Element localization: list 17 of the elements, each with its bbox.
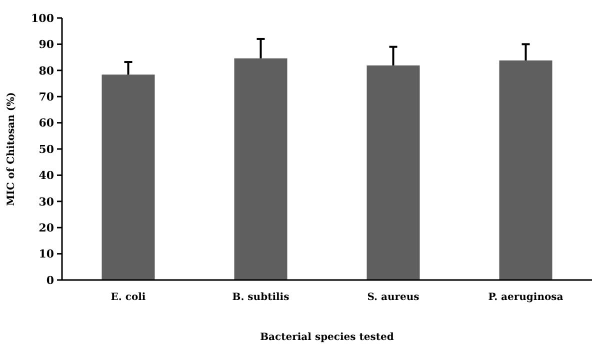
y-tick-label: 20 xyxy=(38,221,54,234)
y-axis-title: MIC of Chitosan (%) xyxy=(6,92,17,206)
x-tick-label: E. coli xyxy=(110,292,146,303)
x-tick-label: B. subtilis xyxy=(232,292,290,303)
x-axis-title: Bacterial species tested xyxy=(260,332,394,343)
y-tick-label: 60 xyxy=(38,116,54,130)
y-tick-label: 90 xyxy=(38,38,54,52)
y-tick-label: 100 xyxy=(31,12,54,25)
x-tick-label: P. aeruginosa xyxy=(488,292,564,303)
y-tick-label: 30 xyxy=(38,195,54,208)
y-tick-label: 50 xyxy=(38,142,54,156)
y-tick-label: 80 xyxy=(38,64,54,78)
y-tick-label: 10 xyxy=(38,248,54,261)
x-tick-label: S. aureus xyxy=(367,292,420,303)
y-tick-label: 40 xyxy=(38,169,54,182)
y-tick-label: 0 xyxy=(46,274,54,287)
y-tick-label: 70 xyxy=(38,90,54,104)
